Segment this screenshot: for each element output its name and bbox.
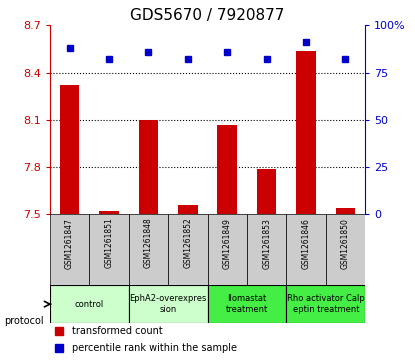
Bar bbox=[208, 214, 247, 285]
Bar bbox=[247, 214, 286, 285]
Bar bbox=[129, 285, 208, 323]
Bar bbox=[257, 168, 276, 214]
Text: GSM1261847: GSM1261847 bbox=[65, 218, 74, 269]
Bar bbox=[99, 211, 119, 214]
Text: percentile rank within the sample: percentile rank within the sample bbox=[72, 343, 237, 352]
Bar bbox=[178, 205, 198, 214]
Bar bbox=[50, 285, 129, 323]
Bar bbox=[139, 120, 158, 214]
Bar bbox=[60, 85, 79, 214]
Bar bbox=[217, 125, 237, 214]
Bar bbox=[336, 208, 355, 214]
Text: GSM1261848: GSM1261848 bbox=[144, 218, 153, 269]
Bar bbox=[129, 214, 168, 285]
Bar bbox=[326, 214, 365, 285]
Bar bbox=[286, 285, 365, 323]
Text: GSM1261846: GSM1261846 bbox=[302, 218, 310, 269]
Text: GSM1261850: GSM1261850 bbox=[341, 218, 350, 269]
Text: Ilomastat
treatment: Ilomastat treatment bbox=[226, 294, 268, 314]
Text: Rho activator Calp
eptin treatment: Rho activator Calp eptin treatment bbox=[287, 294, 365, 314]
Title: GDS5670 / 7920877: GDS5670 / 7920877 bbox=[130, 8, 285, 23]
Bar bbox=[208, 285, 286, 323]
Text: GSM1261849: GSM1261849 bbox=[223, 218, 232, 269]
Text: GSM1261853: GSM1261853 bbox=[262, 218, 271, 269]
Text: GSM1261852: GSM1261852 bbox=[183, 218, 192, 269]
Bar bbox=[89, 214, 129, 285]
Text: EphA2-overexpres
sion: EphA2-overexpres sion bbox=[129, 294, 207, 314]
Bar bbox=[168, 214, 208, 285]
Text: control: control bbox=[75, 299, 104, 309]
Bar bbox=[296, 50, 316, 214]
Text: protocol: protocol bbox=[4, 316, 44, 326]
Bar bbox=[286, 214, 326, 285]
Text: transformed count: transformed count bbox=[72, 326, 163, 337]
Text: GSM1261851: GSM1261851 bbox=[105, 218, 113, 269]
Bar bbox=[50, 214, 89, 285]
